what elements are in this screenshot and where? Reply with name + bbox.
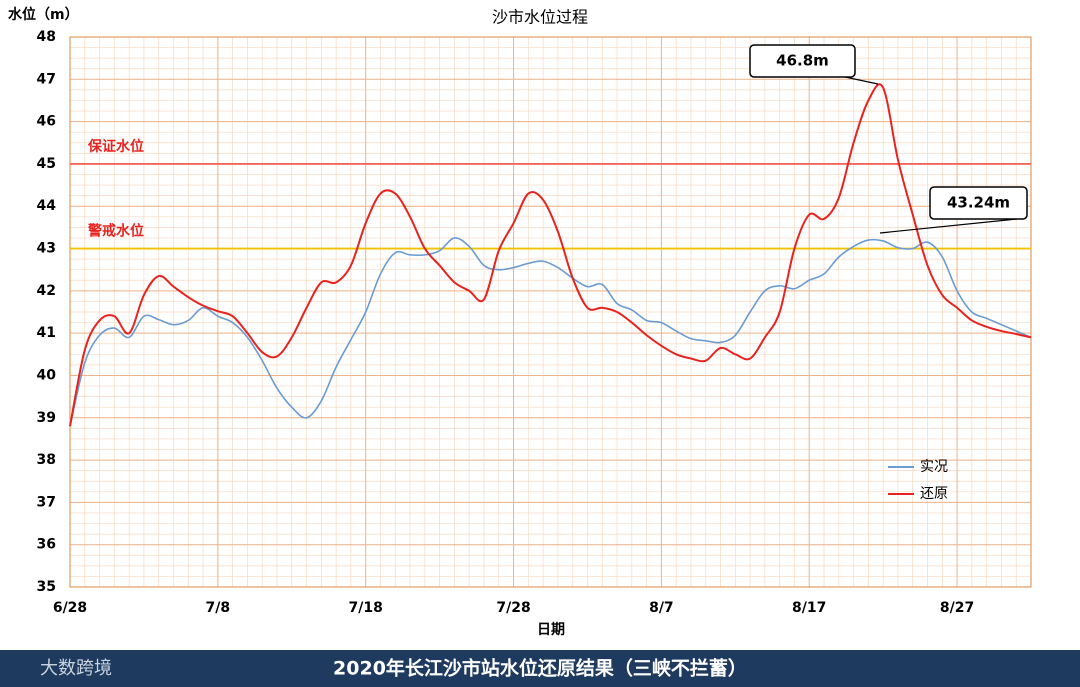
annotation-pointer bbox=[844, 76, 879, 85]
y-tick-label: 43 bbox=[37, 241, 56, 257]
y-tick-label: 45 bbox=[37, 156, 56, 172]
annotation-pointer bbox=[879, 218, 1018, 234]
annotation-text: 43.24m bbox=[947, 194, 1010, 212]
series-line bbox=[69, 237, 1032, 427]
annotation-box bbox=[749, 44, 856, 78]
y-tick-label: 47 bbox=[37, 71, 56, 87]
footer-logo: 大数跨境 bbox=[40, 658, 112, 679]
footer-band bbox=[0, 650, 1080, 687]
plot-frame bbox=[69, 36, 1032, 588]
legend-label: 实况 bbox=[920, 459, 948, 475]
annotation-text: 46.8m bbox=[776, 52, 829, 70]
x-tick-label: 8/27 bbox=[940, 600, 974, 616]
y-tick-label: 37 bbox=[37, 494, 56, 510]
x-axis-label: 日期 bbox=[537, 622, 565, 638]
y-tick-label: 42 bbox=[37, 283, 56, 299]
x-tick-label: 8/17 bbox=[792, 600, 826, 616]
y-axis-label: 水位（m） bbox=[8, 6, 79, 23]
chart-title: 沙市水位过程 bbox=[492, 8, 588, 27]
y-tick-label: 39 bbox=[37, 410, 56, 426]
x-tick-label: 7/18 bbox=[349, 600, 383, 616]
y-tick-label: 48 bbox=[37, 29, 56, 45]
x-tick-label: 7/8 bbox=[206, 600, 231, 616]
reference-label: 警戒水位 bbox=[88, 223, 144, 240]
y-tick-label: 38 bbox=[37, 452, 56, 468]
x-tick-label: 7/28 bbox=[496, 600, 530, 616]
y-tick-label: 35 bbox=[37, 579, 56, 595]
legend-label: 还原 bbox=[920, 486, 948, 502]
plot: 35 36 37 38 39 40 41 42 43 44 45 46 47 48 6/28 7/8 7/18 7… bbox=[37, 29, 1032, 616]
x-tick-label: 6/28 bbox=[53, 600, 87, 616]
y-tick-label: 36 bbox=[37, 537, 56, 553]
footer-title: 2020年长江沙市站水位还原结果（三峡不拦蓄） bbox=[333, 657, 747, 680]
reference-label: 保证水位 bbox=[87, 138, 144, 155]
y-tick-label: 44 bbox=[37, 198, 57, 214]
series-line bbox=[69, 83, 1032, 427]
y-tick-label: 40 bbox=[37, 367, 57, 383]
y-tick-label: 41 bbox=[37, 325, 56, 341]
x-tick-label: 8/7 bbox=[649, 600, 674, 616]
y-tick-label: 46 bbox=[37, 114, 56, 130]
annotation-box bbox=[929, 186, 1028, 220]
